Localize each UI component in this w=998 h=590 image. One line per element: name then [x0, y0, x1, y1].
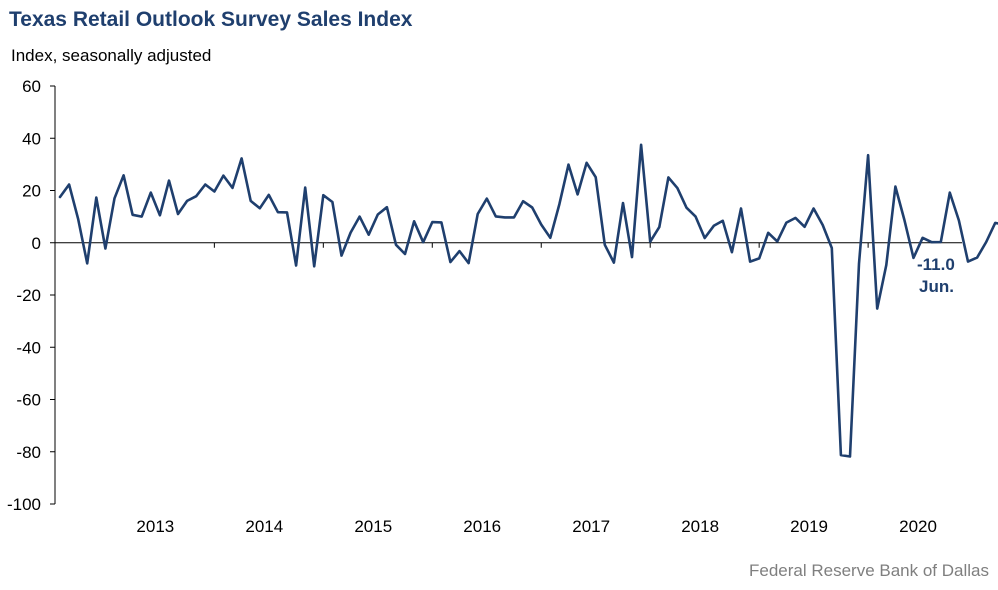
x-tick-label: 2013 [136, 517, 174, 536]
y-tick-label: -40 [16, 338, 41, 357]
x-axis: 2013201420152016201720182019202020212022 [55, 242, 962, 536]
y-axis-label: Index, seasonally adjusted [11, 46, 212, 65]
x-tick-label: 2014 [245, 517, 283, 536]
y-tick-label: -20 [16, 286, 41, 305]
y-tick-label: -100 [7, 495, 41, 514]
x-tick-label: 2019 [790, 517, 828, 536]
y-tick-label: 40 [22, 129, 41, 148]
chart-title: Texas Retail Outlook Survey Sales Index [9, 8, 413, 31]
x-tick-label: 2020 [899, 517, 937, 536]
end-annotation: -11.0 Jun. [917, 255, 955, 296]
x-tick-label: 2015 [354, 517, 392, 536]
source-credit: Federal Reserve Bank of Dallas [748, 561, 989, 580]
y-tick-label: 60 [22, 77, 41, 96]
y-tick-label: -80 [16, 443, 41, 462]
y-tick-label: 20 [22, 182, 41, 201]
series-line [58, 143, 998, 458]
end-value-label: -11.0 [917, 255, 955, 274]
x-tick-label: 2018 [681, 517, 719, 536]
series-line-group [58, 143, 998, 458]
y-tick-label: -60 [16, 391, 41, 410]
end-month-label: Jun. [919, 277, 954, 296]
y-tick-label: 0 [32, 234, 41, 253]
x-tick-label: 2017 [572, 517, 610, 536]
x-tick-label: 2016 [463, 517, 501, 536]
y-axis: 60 40 20 0 -20 -40 -60 -80 -100 [7, 77, 56, 514]
